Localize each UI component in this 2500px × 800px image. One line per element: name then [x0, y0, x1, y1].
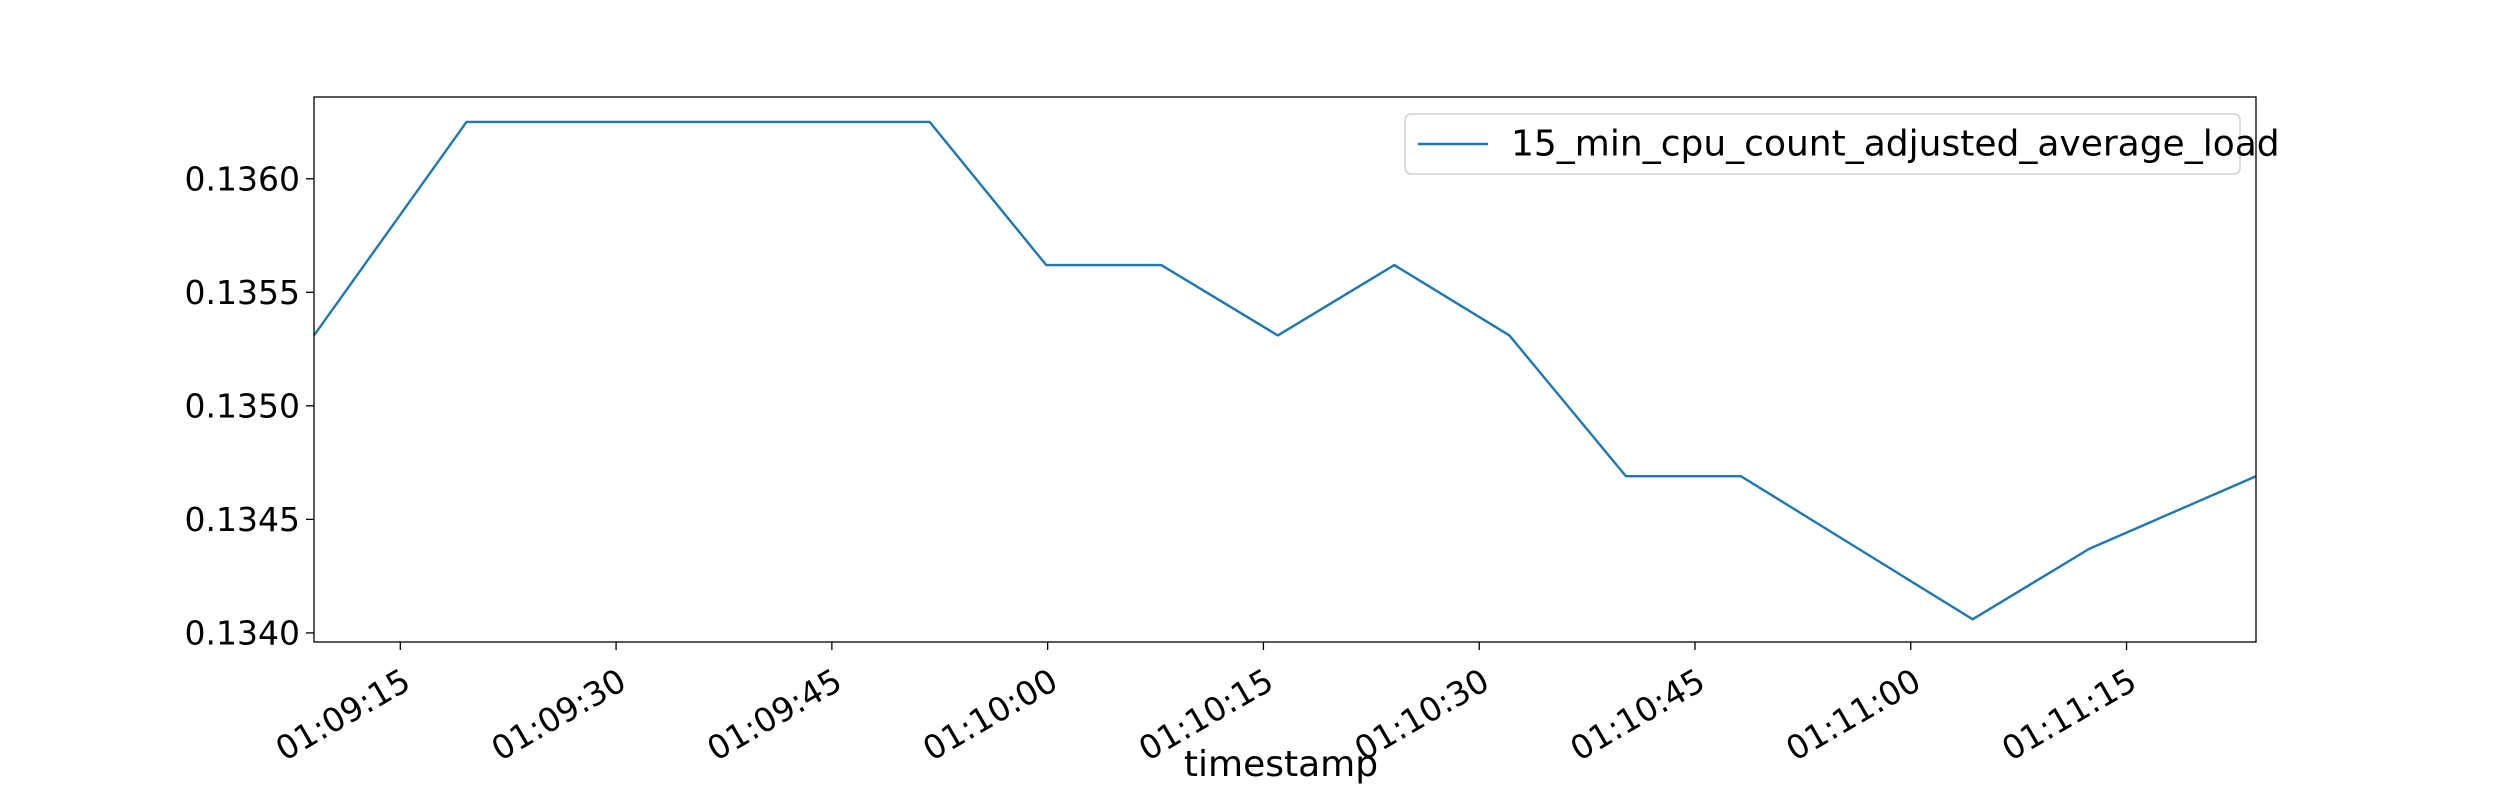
legend: 15_min_cpu_count_adjusted_average_load [1404, 113, 2280, 175]
y-tick-label: 0.1345 [185, 500, 300, 539]
x-axis-title: timestamp [1184, 744, 1378, 785]
axes-frame [313, 96, 2257, 643]
y-tick-label: 0.1350 [185, 386, 300, 425]
y-tick-label: 0.1340 [185, 613, 300, 652]
y-tick-label: 0.1355 [185, 273, 300, 312]
y-tick-label: 0.1360 [185, 159, 300, 198]
legend-box [1404, 113, 2241, 175]
legend-label: 15_min_cpu_count_adjusted_average_load [1511, 124, 2280, 165]
series-line-0 [313, 120, 2257, 621]
plot-area [313, 120, 2257, 621]
